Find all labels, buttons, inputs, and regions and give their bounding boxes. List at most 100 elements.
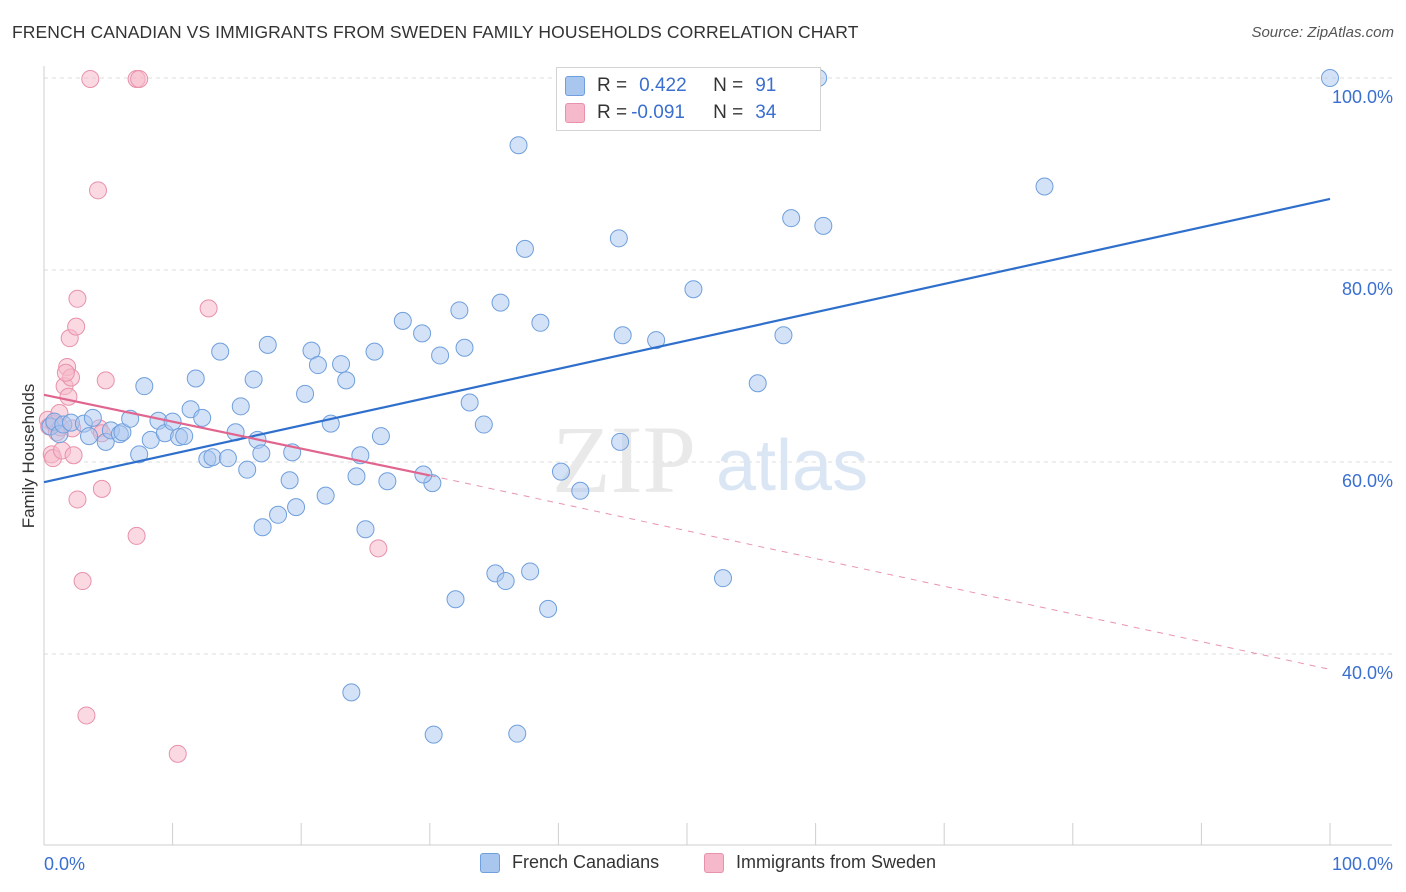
source-credit: Source: ZipAtlas.com [1251,24,1394,41]
data-point-french-canadians [238,460,257,479]
data-point-immigrants-from-sweden [68,289,87,308]
data-point-french-canadians [378,472,397,491]
axis-labels: 40.0% 60.0% 80.0% 100.0% 0.0% 100.0% [44,87,1393,874]
data-point-immigrants-from-sweden [369,539,388,558]
data-point-french-canadians [135,377,154,396]
data-point-french-canadians [496,572,515,591]
data-point-french-canadians [287,498,306,517]
series-legend-label: French Canadians [512,852,660,872]
legend-swatch-blue [565,76,585,96]
y-axis-label: Family Households [19,383,38,529]
data-point-french-canadians [551,462,570,481]
data-point-french-canadians [684,280,703,299]
data-point-french-canadians [80,427,99,446]
series-french-canadians [41,69,1339,744]
legend-r-value: 0.422 [639,75,687,96]
data-point-immigrants-from-sweden [199,299,218,318]
data-point-immigrants-from-sweden [89,181,108,200]
data-point-french-canadians [474,415,493,434]
legend-r-label: R = [597,75,628,96]
watermark-atlas: atlas [716,426,868,506]
trend-lines [43,197,1331,670]
legend-row-immigrants-from-sweden: R = -0.091 N = 34 [565,101,777,125]
data-point-immigrants-from-sweden [56,363,75,382]
data-point-immigrants-from-sweden [81,69,100,88]
data-point-french-canadians [782,209,801,228]
x-tick-label: 100.0% [1332,854,1393,874]
data-point-french-canadians [748,374,767,393]
data-point-french-canadians [714,569,733,588]
chart-title: FRENCH CANADIAN VS IMMIGRANTS FROM SWEDE… [12,22,859,42]
data-point-french-canadians [613,326,632,345]
data-point-french-canadians [571,481,590,500]
data-point-immigrants-from-sweden [77,706,96,725]
data-point-french-canadians [296,384,315,403]
data-point-french-canadians [491,293,510,312]
data-point-french-canadians [218,449,237,468]
series-legend-swatch-pink [704,852,724,873]
series-legend-item-french-canadians: French Canadians [480,852,659,873]
data-point-french-canadians [244,370,263,389]
data-point-french-canadians [774,326,793,345]
gridlines [44,77,1392,655]
data-point-french-canadians [203,448,222,467]
data-point-immigrants-from-sweden [168,744,187,763]
data-point-immigrants-from-sweden [73,572,92,591]
watermark-zip: ZIP [552,406,696,513]
y-tick-label: 80.0% [1342,279,1393,299]
data-point-french-canadians [316,486,335,505]
data-point-french-canadians [113,423,132,442]
data-point-french-canadians [531,313,550,332]
data-point-french-canadians [258,335,277,354]
data-point-immigrants-from-sweden [68,490,87,509]
y-tick-label: 60.0% [1342,471,1393,491]
data-point-french-canadians [609,229,628,248]
data-point-french-canadians [647,331,666,350]
legend-n-value: 91 [755,75,777,96]
trend-line-extension-immigrants-from-sweden [429,474,1331,670]
legend-n-label: N = [713,75,744,96]
data-point-french-canadians [342,683,361,702]
legend-r-label: R = [597,102,628,123]
data-point-french-canadians [1035,177,1054,196]
data-point-french-canadians [175,427,194,446]
legend-n-value: 34 [755,102,777,123]
data-point-french-canadians [611,432,630,451]
data-point-immigrants-from-sweden [92,479,111,498]
data-point-french-canadians [253,518,272,537]
data-point-french-canadians [515,239,534,258]
data-point-french-canadians [231,397,250,416]
data-point-french-canadians [509,136,528,155]
data-point-french-canadians [521,562,540,581]
series-legend-item-immigrants-from-sweden: Immigrants from Sweden [704,852,936,873]
data-point-french-canadians [308,356,327,375]
series-legend-swatch-blue [480,852,500,873]
data-point-french-canadians [814,216,833,235]
data-point-french-canadians [508,724,527,743]
data-point-immigrants-from-sweden [96,371,115,390]
data-point-french-canadians [446,590,465,609]
series-legend-label: Immigrants from Sweden [736,852,937,872]
trend-line-immigrants-from-sweden [43,393,431,477]
data-point-immigrants-from-sweden [67,317,86,336]
data-point-french-canadians [356,520,375,539]
data-point-immigrants-from-sweden [64,446,83,465]
data-point-french-canadians [130,445,149,464]
data-point-french-canadians [539,599,558,618]
watermark: ZIP atlas [552,406,868,513]
data-point-french-canadians [252,444,271,463]
data-point-immigrants-from-sweden [127,526,146,545]
data-point-french-canadians [413,324,432,343]
series-legend: French Canadians Immigrants from Sweden [0,852,1406,878]
data-point-french-canadians [337,371,356,390]
y-tick-label: 40.0% [1342,663,1393,683]
data-point-french-canadians [269,505,288,524]
data-point-french-canadians [1321,69,1339,87]
data-point-french-canadians [371,427,390,446]
trend-line-french-canadians [43,197,1331,484]
legend-n-label: N = [713,102,744,123]
data-point-immigrants-from-sweden [59,387,78,406]
data-point-french-canadians [193,408,212,427]
data-point-french-canadians [365,342,384,361]
data-point-french-canadians [393,311,412,330]
